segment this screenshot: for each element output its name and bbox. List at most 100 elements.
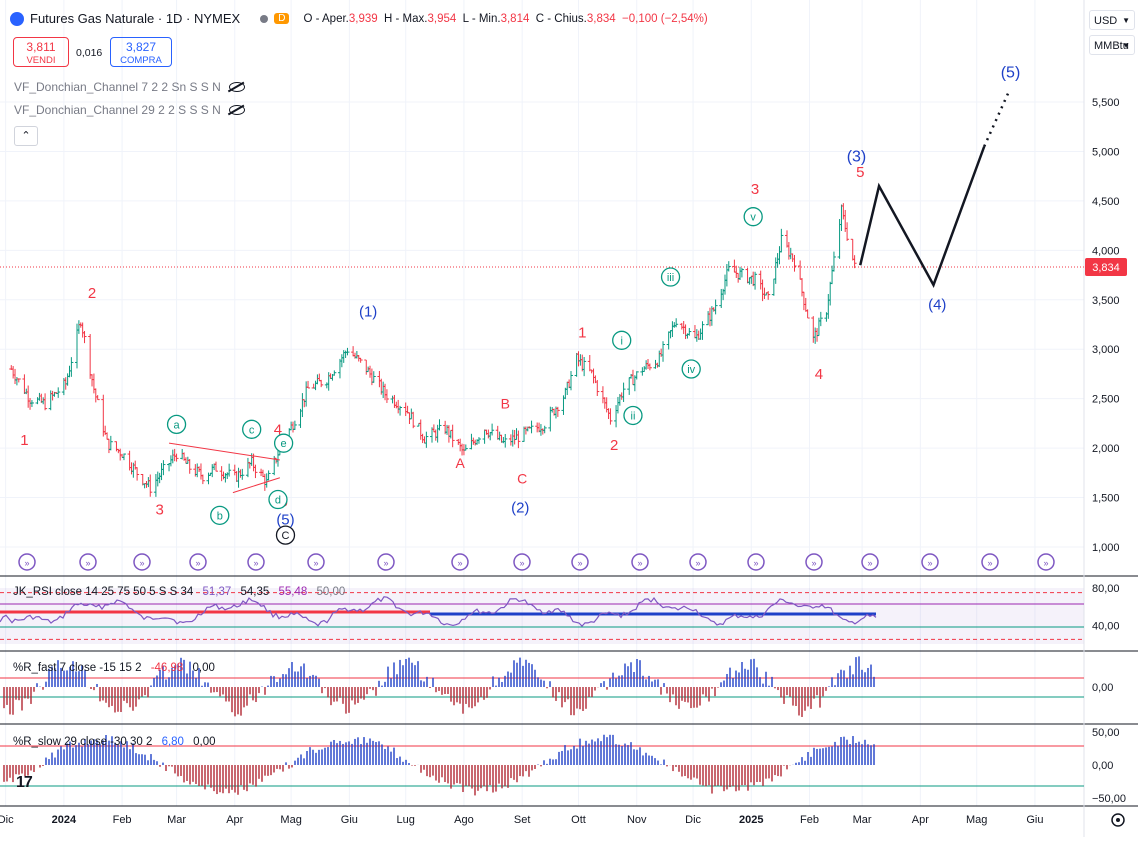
rfast-value-1: -46,98 xyxy=(150,662,184,674)
event-marker-glyph: » xyxy=(195,558,200,568)
unit-select[interactable]: MMBtu ▼ xyxy=(1089,35,1135,55)
wave-labels: 1234512345ABC(1)(2)(3)(4)(5)(5)abcdeiiii… xyxy=(20,64,1020,545)
tradingview-logo-icon[interactable]: 17 xyxy=(16,774,33,791)
hidden-eye-icon[interactable] xyxy=(228,82,245,92)
wave-label-3: 3 xyxy=(155,501,163,518)
collapse-legend-button[interactable]: ⌃ xyxy=(14,126,38,146)
event-marker-glyph: » xyxy=(24,558,29,568)
sell-price: 3,811 xyxy=(26,40,56,54)
time-tick-label: Lug xyxy=(397,814,415,826)
event-marker-icon xyxy=(247,553,265,571)
time-axis[interactable]: Dic 2024 Feb Mar Apr Mag Giu Lug Ago Set Ott Nov Dic… xyxy=(0,814,1043,826)
rsi-band-background xyxy=(0,588,1084,644)
elliott-projection xyxy=(859,91,1010,288)
wave-label-C: C xyxy=(517,471,527,487)
currency-select[interactable]: USD ▼ xyxy=(1089,10,1135,30)
time-tick-label: Giu xyxy=(341,814,358,826)
time-tick-label: Nov xyxy=(627,814,647,826)
time-tick-label: Mag xyxy=(966,814,987,826)
data-delay-badge[interactable]: D xyxy=(274,13,290,24)
event-marker-icon xyxy=(571,553,589,571)
ohlc-values: O - Aper.3,939 H - Max.3,954 L - Min.3,8… xyxy=(303,12,708,25)
event-marker-glyph: » xyxy=(139,558,144,568)
projection-dotted-extension xyxy=(983,91,1010,148)
buy-button[interactable]: 3,827 COMPRA xyxy=(110,37,172,67)
time-tick-label: Feb xyxy=(113,814,132,826)
price-candles xyxy=(9,203,857,497)
price-tick-label: 5,500 xyxy=(1092,97,1120,109)
price-tick-label: 4,000 xyxy=(1092,245,1120,257)
event-marker-icon xyxy=(861,553,879,571)
triangle-pattern xyxy=(168,442,281,494)
event-marker-icon xyxy=(747,553,765,571)
symbol-title[interactable]: Futures Gas Naturale · 1D · NYMEX xyxy=(30,11,241,26)
buy-price: 3,827 xyxy=(125,40,157,54)
rfast-legend[interactable]: %R_fast 7 close -15 15 2 -46,98 0,00 xyxy=(13,662,215,674)
wave-label-1: 1 xyxy=(20,432,28,449)
time-tick-label: Giu xyxy=(1026,814,1043,826)
spread-value: 0,016 xyxy=(76,47,103,59)
wave-circle-b-ring xyxy=(210,505,230,526)
rslow-tick-label: 50,00 xyxy=(1092,727,1120,739)
overlay-donchian-29[interactable]: VF_Donchian_Channel 29 2 2 S S S N xyxy=(14,103,245,117)
time-tick-label: Apr xyxy=(226,814,243,826)
event-marker-glyph: » xyxy=(313,558,318,568)
event-markers[interactable]: » » » » » » » » » » » » » » » » » » xyxy=(18,553,1055,571)
rfast-label: %R_fast 7 close -15 15 2 xyxy=(13,662,142,674)
wave-circle-C: C xyxy=(282,530,290,542)
wave-circle-e-ring xyxy=(273,433,294,453)
time-tick-label: Ago xyxy=(454,814,474,826)
event-marker-icon xyxy=(133,553,151,571)
event-marker-icon xyxy=(377,553,395,571)
wave-label-3b: 3 xyxy=(751,181,759,198)
event-marker-glyph: » xyxy=(867,558,872,568)
rsi-value-2: 54,35 xyxy=(240,586,270,598)
wave-label-B: B xyxy=(501,396,510,412)
event-marker-glyph: » xyxy=(457,558,462,568)
rsi-label: JK_RSI close 14 25 75 50 5 S S 34 xyxy=(13,586,194,598)
event-marker-glyph: » xyxy=(577,558,582,568)
price-tick-label: 4,500 xyxy=(1092,196,1120,208)
time-tick-label: Mag xyxy=(280,814,301,826)
price-axis[interactable]: 5,500 5,000 4,500 4,000 3,500 3,000 2,500 2,000… xyxy=(1092,97,1120,554)
wave-circle-v: v xyxy=(750,212,756,224)
wave-label-deg-4: (4) xyxy=(928,297,946,314)
price-tick-label: 3,500 xyxy=(1092,295,1120,307)
settings-gear-icon[interactable] xyxy=(1111,813,1125,827)
price-tick-label: 2,500 xyxy=(1092,394,1120,406)
rslow-legend[interactable]: %R_slow 29 close -30 30 2 6,80 0,00 xyxy=(13,736,216,748)
buy-label: COMPRA xyxy=(120,55,162,66)
wave-circle-iii-ring xyxy=(660,267,681,287)
event-marker-glyph: » xyxy=(637,558,642,568)
price-tick-label: 3,000 xyxy=(1092,344,1120,356)
wave-circle-C-ring xyxy=(275,525,296,545)
hidden-eye-icon[interactable] xyxy=(228,105,245,115)
wave-circle-ii: ii xyxy=(631,410,636,422)
rsi-tick-label: 80,00 xyxy=(1092,583,1120,595)
overlay-donchian-29-label: VF_Donchian_Channel 29 2 2 S S S N xyxy=(14,103,221,117)
wave-label-2: 2 xyxy=(88,285,96,302)
event-marker-icon xyxy=(689,553,707,571)
price-tick-label: 1,500 xyxy=(1092,493,1120,505)
event-marker-glyph: » xyxy=(927,558,932,568)
rsi-line xyxy=(0,596,877,627)
time-tick-label: 2025 xyxy=(739,814,763,826)
time-tick-label: Dic xyxy=(685,814,701,826)
settings-gear-icon-center xyxy=(1116,818,1120,822)
chevron-down-icon: ▼ xyxy=(1122,41,1130,50)
wave-circle-a-ring xyxy=(166,414,187,435)
rslow-pane: 50,00 0,00 −50,00 xyxy=(0,727,1126,805)
overlay-donchian-7[interactable]: VF_Donchian_Channel 7 2 2 Sn S S N xyxy=(14,80,245,94)
sell-button[interactable]: 3,811 VENDI xyxy=(13,37,69,67)
rfast-tick-label: 0,00 xyxy=(1092,682,1113,694)
rslow-tick-label: 0,00 xyxy=(1092,760,1113,772)
event-marker-glyph: » xyxy=(753,558,758,568)
wave-label-deg-1: (1) xyxy=(359,304,377,321)
rsi-legend[interactable]: JK_RSI close 14 25 75 50 5 S S 34 51,37 … xyxy=(13,586,345,598)
wave-circle-d-ring xyxy=(268,489,288,510)
event-marker-glyph: » xyxy=(85,558,90,568)
wave-circle-i-ring xyxy=(612,330,632,350)
wave-label-A: A xyxy=(456,455,466,471)
event-marker-icon xyxy=(631,553,649,571)
